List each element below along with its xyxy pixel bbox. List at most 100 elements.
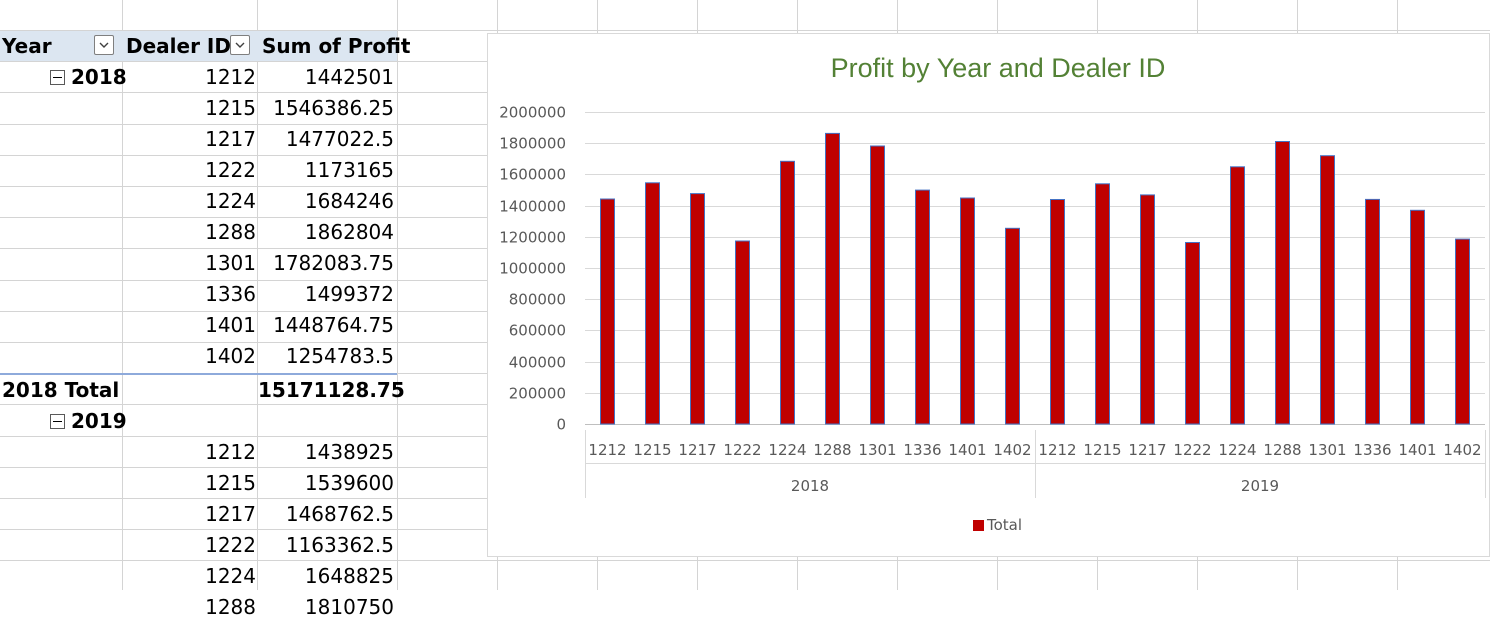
year-filter-dropdown[interactable] — [94, 35, 114, 55]
dealer-id-filter-dropdown[interactable] — [230, 35, 250, 55]
dealer-id-cell[interactable]: 1401 — [205, 313, 256, 337]
total-separator — [0, 373, 397, 375]
y-tick-label: 1600000 — [499, 166, 566, 184]
profit-cell[interactable]: 1163362.5 — [285, 533, 394, 557]
x-tick-label: 1401 — [1398, 441, 1436, 459]
chart-bar[interactable] — [1185, 242, 1200, 425]
chart-bar[interactable] — [1365, 198, 1380, 425]
chart-bar[interactable] — [1455, 238, 1470, 425]
chart-bar[interactable] — [1320, 155, 1335, 425]
y-tick-label: 1400000 — [499, 198, 566, 216]
x-tick-label: 1402 — [993, 441, 1031, 459]
dealer-id-cell[interactable]: 1215 — [205, 96, 256, 120]
x-tick-label: 1402 — [1443, 441, 1481, 459]
pivot-header-background — [0, 31, 397, 61]
x-group-label: 2019 — [1241, 477, 1279, 495]
y-tick-label: 200000 — [509, 385, 566, 403]
pivot-header-sum-of-profit: Sum of Profit — [262, 34, 411, 58]
profit-cell[interactable]: 1477022.5 — [285, 127, 394, 151]
profit-cell[interactable]: 1862804 — [304, 220, 394, 244]
x-tick-label: 1224 — [768, 441, 806, 459]
x-tick-label: 1217 — [1128, 441, 1166, 459]
year-total-value: 15171128.75 — [258, 378, 405, 402]
x-tick-label: 1336 — [1353, 441, 1391, 459]
x-tick-label: 1224 — [1218, 441, 1256, 459]
dealer-id-cell[interactable]: 1224 — [205, 189, 256, 213]
x-tick-label: 1301 — [1308, 441, 1346, 459]
chart-bar[interactable] — [1095, 183, 1110, 425]
profit-cell[interactable]: 1438925 — [304, 440, 394, 464]
x-tick-label: 1222 — [723, 441, 761, 459]
profit-cell[interactable]: 1648825 — [304, 564, 394, 588]
chart-bar[interactable] — [1275, 141, 1290, 425]
profit-cell[interactable]: 1546386.25 — [273, 96, 394, 120]
y-tick-label: 1000000 — [499, 260, 566, 278]
dealer-id-cell[interactable]: 1222 — [205, 533, 256, 557]
legend-label: Total — [986, 516, 1022, 534]
x-tick-label: 1215 — [1083, 441, 1121, 459]
dealer-id-cell[interactable]: 1336 — [205, 282, 256, 306]
dealer-id-cell[interactable]: 1301 — [205, 251, 256, 275]
chart-bar[interactable] — [735, 240, 750, 425]
chart-bar[interactable] — [825, 132, 840, 425]
chart-bar[interactable] — [645, 182, 660, 425]
dealer-id-cell[interactable]: 1212 — [205, 65, 256, 89]
profit-cell[interactable]: 1448764.75 — [273, 313, 394, 337]
y-tick-label: 1200000 — [499, 229, 566, 247]
x-tick-label: 1217 — [678, 441, 716, 459]
y-tick-label: 400000 — [509, 354, 566, 372]
x-tick-label: 1215 — [633, 441, 671, 459]
dealer-id-cell[interactable]: 1222 — [205, 158, 256, 182]
collapse-2018-button[interactable] — [50, 70, 65, 85]
dealer-id-cell[interactable]: 1402 — [205, 344, 256, 368]
dealer-id-cell[interactable]: 1288 — [205, 220, 256, 244]
y-tick-label: 800000 — [509, 291, 566, 309]
y-tick-label: 2000000 — [499, 104, 566, 122]
chart-bar[interactable] — [1050, 199, 1065, 425]
chart-bar[interactable] — [870, 145, 885, 425]
profit-cell[interactable]: 1499372 — [304, 282, 394, 306]
y-tick-label: 1800000 — [499, 135, 566, 153]
chart-bar[interactable] — [690, 193, 705, 425]
dealer-id-cell[interactable]: 1224 — [205, 564, 256, 588]
dealer-id-cell[interactable]: 1212 — [205, 440, 256, 464]
chart-bar[interactable] — [1410, 209, 1425, 425]
x-group-label: 2018 — [791, 477, 829, 495]
chart-canvas: Profit by Year and Dealer ID 20000001800… — [499, 53, 1486, 534]
legend-swatch — [973, 520, 984, 531]
x-tick-label: 1336 — [903, 441, 941, 459]
profit-cell[interactable]: 1173165 — [304, 158, 394, 182]
y-tick-label: 0 — [556, 416, 566, 434]
dealer-id-cell[interactable]: 1215 — [205, 471, 256, 495]
pivot-header-year: Year — [2, 34, 52, 58]
chart-bar[interactable] — [600, 198, 615, 425]
profit-cell[interactable]: 1684246 — [304, 189, 394, 213]
profit-cell[interactable]: 1468762.5 — [285, 502, 394, 526]
year-label-2019: 2019 — [71, 409, 127, 433]
x-tick-label: 1212 — [588, 441, 626, 459]
x-tick-label: 1288 — [1263, 441, 1301, 459]
chart-bar[interactable] — [1230, 166, 1245, 425]
dealer-id-cell[interactable]: 1217 — [205, 502, 256, 526]
profit-cell[interactable]: 1810750 — [304, 595, 394, 619]
profit-cell[interactable]: 1254783.5 — [285, 344, 394, 368]
dealer-id-cell[interactable]: 1217 — [205, 127, 256, 151]
chart-bar[interactable] — [780, 160, 795, 425]
pivot-header-dealer-id: Dealer ID — [126, 34, 231, 58]
dealer-id-cell[interactable]: 1288 — [205, 595, 256, 619]
chart-bar[interactable] — [960, 197, 975, 425]
collapse-2019-button[interactable] — [50, 414, 65, 429]
chart-bar[interactable] — [1140, 194, 1155, 425]
x-tick-label: 1301 — [858, 441, 896, 459]
chart-legend: Total — [973, 516, 1022, 534]
chart-bar[interactable] — [1005, 227, 1020, 425]
pivot-chart[interactable]: Profit by Year and Dealer ID 2000000 1800… — [487, 33, 1490, 557]
profit-cell[interactable]: 1539600 — [304, 471, 394, 495]
x-tick-label: 1212 — [1038, 441, 1076, 459]
profit-cell[interactable]: 1442501 — [304, 65, 394, 89]
chart-bar[interactable] — [915, 189, 930, 425]
chart-title: Profit by Year and Dealer ID — [831, 53, 1166, 83]
profit-cell[interactable]: 1782083.75 — [273, 251, 394, 275]
y-tick-label: 600000 — [509, 322, 566, 340]
year-label-2018: 2018 — [71, 65, 127, 89]
